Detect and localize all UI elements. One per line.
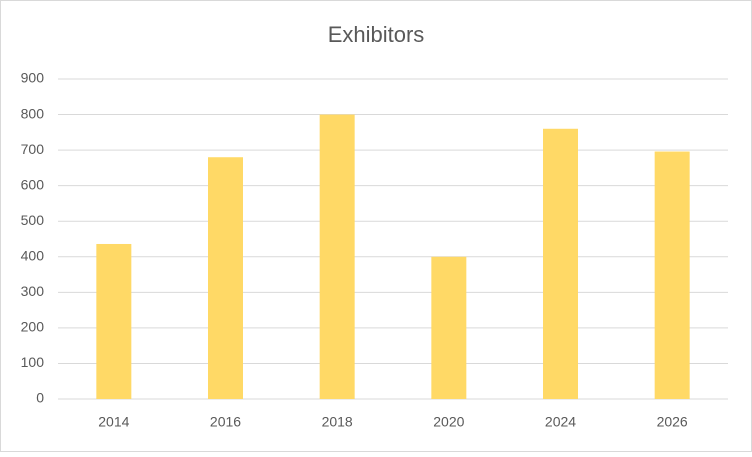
bar: [208, 157, 243, 399]
y-tick-label: 900: [21, 70, 45, 86]
bar: [654, 151, 690, 399]
bar: [431, 256, 467, 399]
x-tick-label: 2018: [322, 414, 353, 430]
y-tick-label: 700: [21, 141, 45, 157]
bar: [96, 243, 132, 399]
y-tick-label: 100: [21, 354, 45, 370]
bar: [319, 114, 355, 400]
x-tick-label: 2020: [433, 414, 464, 430]
y-tick-label: 800: [21, 105, 45, 121]
y-tick-label: 400: [21, 247, 45, 263]
bar: [543, 128, 578, 399]
y-tick-label: 0: [36, 390, 44, 406]
y-tick-label: 300: [21, 283, 45, 299]
y-tick-label: 500: [21, 212, 45, 228]
y-tick-label: 200: [21, 319, 45, 335]
x-tick-label: 2024: [545, 414, 576, 430]
y-tick-label: 600: [21, 176, 45, 192]
x-tick-label: 2026: [657, 414, 688, 430]
chart-title: Exhibitors: [328, 22, 425, 47]
x-tick-label: 2016: [210, 414, 241, 430]
x-tick-label: 2014: [98, 414, 129, 430]
